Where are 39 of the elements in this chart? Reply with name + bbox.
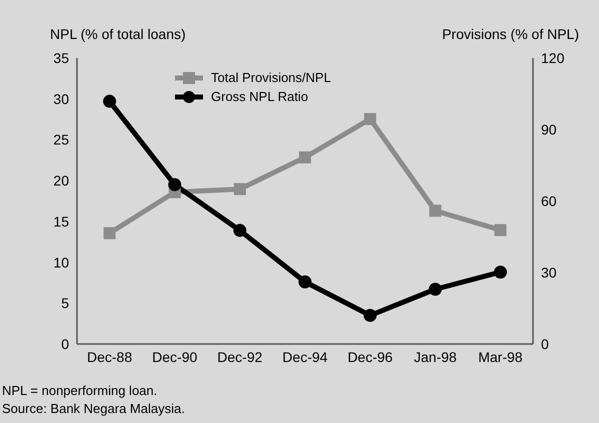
legend-label: Total Provisions/NPL	[211, 70, 331, 85]
point	[298, 275, 312, 288]
x-tick-label: Dec-88	[87, 348, 132, 365]
x-tick-label: Mar-98	[478, 348, 523, 365]
y2-tick-label: 120	[541, 50, 565, 66]
text: NPL = nonperforming loan.	[2, 383, 158, 398]
y2-tick-label: 60	[541, 192, 557, 209]
y-tick-label: 25	[53, 132, 70, 148]
x-tick-label: Dec-92	[217, 348, 263, 365]
point	[364, 308, 377, 322]
legend-label: Gross NPL Ratio	[211, 89, 308, 104]
y2-axis-title: Provisions (% of NPL)	[442, 26, 579, 42]
x-tick-label: Dec-94	[282, 348, 328, 365]
point	[168, 178, 182, 192]
point	[299, 151, 311, 164]
x-tick-label: Jan-98	[414, 348, 457, 365]
y-tick-label: 15	[53, 213, 70, 230]
y-axis-title: NPL (% of total loans)	[50, 26, 186, 42]
point	[494, 224, 506, 236]
y2-tick-label: 90	[541, 121, 557, 138]
y-tick-label: 10	[53, 254, 70, 270]
x-tick-label: Dec-90	[152, 348, 198, 365]
point	[234, 183, 246, 196]
point	[429, 204, 442, 217]
y-tick-label: 35	[53, 50, 70, 66]
point	[233, 224, 246, 237]
source-note: Source: Bank Negara Malaysia.	[2, 401, 185, 416]
point	[428, 282, 442, 296]
y-tick-label: 0	[61, 336, 70, 352]
y-tick-label: 5	[61, 295, 70, 312]
y2-tick-label: 0	[541, 336, 549, 352]
y-tick-label: 30	[53, 90, 70, 107]
point	[494, 266, 507, 279]
point	[364, 113, 376, 126]
x-tick-label: Dec-96	[348, 348, 393, 365]
y2-tick-label: 30	[541, 264, 557, 280]
point	[103, 94, 116, 108]
point	[104, 227, 116, 240]
y-tick-label: 20	[53, 172, 70, 189]
